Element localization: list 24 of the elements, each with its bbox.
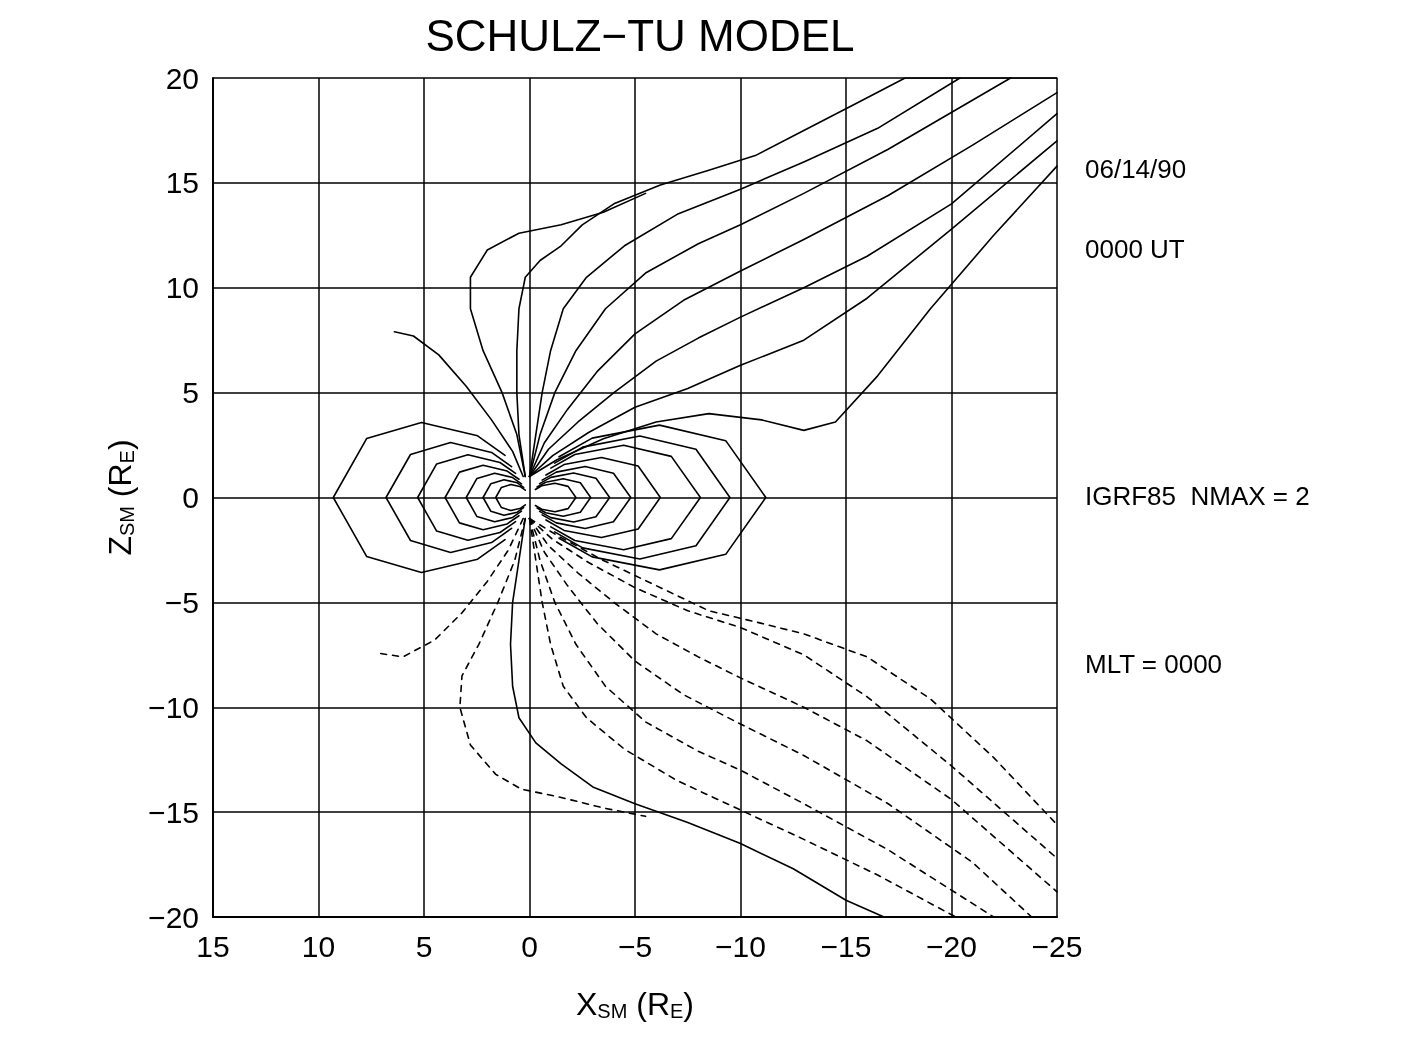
x-tick-label: −15 xyxy=(820,929,872,963)
y-tick-label: −10 xyxy=(148,690,199,724)
x-tick-label: 5 xyxy=(415,929,433,963)
text: 0000 UT xyxy=(1085,234,1185,264)
text: MLT = 0000 xyxy=(1085,649,1223,679)
y-tick-label: 5 xyxy=(182,376,199,410)
text: IGRF85 NMAX = 2 xyxy=(1085,481,1310,511)
x-tick-label: −5 xyxy=(617,929,653,963)
y-tick-label: 10 xyxy=(165,271,199,305)
y-tick-label: −20 xyxy=(148,900,199,934)
x-tick-label: −20 xyxy=(926,929,977,963)
chart-title: SCHULZ−TU MODEL xyxy=(425,10,855,60)
x-tick-label: −25 xyxy=(1031,929,1083,963)
x-tick-label: −10 xyxy=(715,929,766,963)
y-tick-label: 0 xyxy=(182,481,199,514)
y-tick-label: 20 xyxy=(165,61,199,95)
y-axis-title: ZSM (RE) xyxy=(102,439,139,556)
y-tick-label: 15 xyxy=(165,166,199,200)
x-tick-label: 10 xyxy=(301,929,336,963)
x-tick-label: 0 xyxy=(521,929,538,963)
y-tick-label: −15 xyxy=(148,795,199,829)
text: 06/14/90 xyxy=(1085,154,1187,184)
x-axis-title: XSM (RE) xyxy=(576,986,694,1022)
y-tick-label: −5 xyxy=(164,585,199,619)
